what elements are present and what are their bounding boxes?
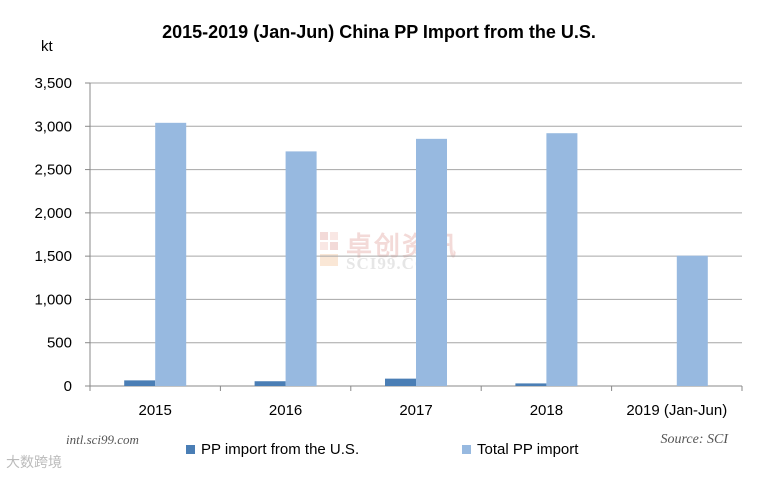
bar-us-import-0 [124,380,156,386]
legend-swatch-us-import [186,445,195,454]
bar-us-import-3 [515,383,547,386]
y-tick-label-7: 3,500 [34,75,72,92]
bar-total-import-3 [546,133,578,386]
bar-total-import-2 [416,138,447,386]
x-tick-label-4: 2019 (Jan-Jun) [626,402,727,419]
bar-total-import-4 [676,255,708,386]
x-tick-label-3: 2018 [530,402,563,419]
footer-source: Source: SCI [660,432,728,447]
x-tick-label-1: 2016 [269,402,302,419]
watermark-logo-icon [320,232,338,266]
footer-website: intl.sci99.com [66,432,139,447]
bar-total-import-0 [155,122,187,386]
chart-title: 2015-2019 (Jan-Jun) China PP Import from… [162,22,596,42]
y-axis-unit: kt [41,38,53,55]
x-tick-label-2: 2017 [399,402,432,419]
corner-watermark: 大数跨境 [6,455,62,471]
y-tick-label-6: 3,000 [34,118,72,135]
bar-total-import-1 [285,151,317,386]
y-tick-label-0: 0 [64,378,72,395]
y-tick-label-2: 1,000 [34,291,72,308]
legend-label-us-import: PP import from the U.S. [201,441,360,458]
legend-item-total-import: Total PP import [462,441,578,458]
bar-us-import-2 [385,378,416,386]
y-tick-label-5: 2,500 [34,162,72,179]
y-tick-label-4: 2,000 [34,205,72,222]
legend-item-us-import: PP import from the U.S. [186,441,359,458]
chart-legend: PP import from the U.S. Total PP import [0,441,758,461]
x-tick-label-0: 2015 [139,402,172,419]
y-tick-label-3: 1,500 [34,248,72,265]
y-tick-label-1: 500 [47,335,72,352]
legend-label-total-import: Total PP import [477,441,579,458]
bar-us-import-1 [254,381,286,386]
legend-swatch-total-import [462,445,471,454]
